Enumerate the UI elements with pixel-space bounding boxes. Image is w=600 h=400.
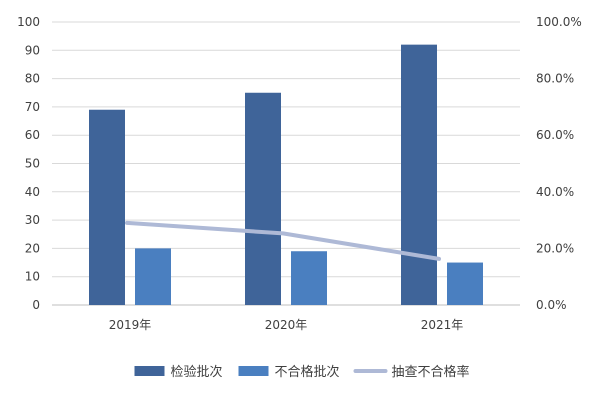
- right-tick-label: 60.0%: [536, 128, 574, 142]
- left-tick-label: 60: [25, 128, 40, 142]
- left-tick-label: 20: [25, 241, 40, 255]
- category-label: 2021年: [421, 318, 464, 332]
- series-line: [125, 220, 441, 261]
- legend-label: 抽查不合格率: [392, 364, 470, 380]
- left-tick-label: 90: [25, 43, 40, 57]
- legend: 检验批次 不合格批次 抽查不合格率: [134, 364, 470, 380]
- left-tick-label: 50: [25, 157, 40, 171]
- bar: [447, 262, 483, 305]
- legend-swatch: [134, 366, 165, 376]
- right-tick-label: 80.0%: [536, 72, 574, 86]
- bar: [245, 92, 281, 305]
- category-label: 2019年: [109, 318, 152, 332]
- bar-series: [89, 44, 483, 305]
- left-tick-label: 0: [32, 298, 40, 312]
- gridlines: [52, 21, 520, 306]
- left-tick-label: 80: [25, 72, 40, 86]
- left-axis: 0 10 20 30 40 50 60 70 80 90 100: [17, 15, 40, 312]
- left-tick-label: 30: [25, 213, 40, 227]
- legend-swatch: [238, 366, 269, 376]
- category-label: 2020年: [265, 318, 308, 332]
- bar: [401, 44, 437, 305]
- bar: [291, 251, 327, 305]
- category-axis: 2019年 2020年 2021年: [109, 318, 464, 332]
- right-axis: 0.0% 20.0% 40.0% 60.0% 80.0% 100.0%: [536, 15, 582, 312]
- legend-label: 检验批次: [171, 364, 223, 380]
- legend-label: 不合格批次: [275, 364, 340, 380]
- right-tick-label: 40.0%: [536, 185, 574, 199]
- left-tick-label: 40: [25, 185, 40, 199]
- right-tick-label: 0.0%: [536, 298, 567, 312]
- left-tick-label: 10: [25, 270, 40, 284]
- bar: [89, 109, 125, 305]
- bar: [135, 248, 171, 305]
- right-tick-label: 20.0%: [536, 241, 574, 255]
- right-tick-label: 100.0%: [536, 15, 582, 29]
- left-tick-label: 100: [17, 15, 40, 29]
- line-series: [125, 220, 441, 261]
- left-tick-label: 70: [25, 100, 40, 114]
